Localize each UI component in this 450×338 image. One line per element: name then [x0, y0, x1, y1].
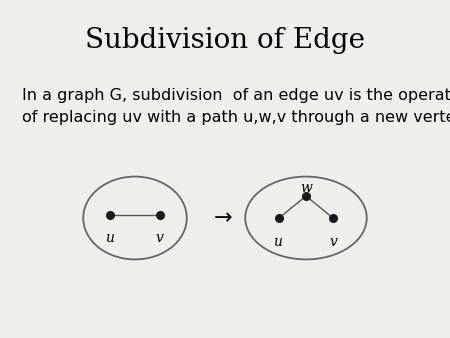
Text: u: u: [273, 235, 282, 249]
Text: u: u: [105, 231, 114, 245]
Text: Subdivision of Edge: Subdivision of Edge: [85, 27, 365, 54]
Text: w: w: [300, 180, 312, 195]
Text: v: v: [156, 231, 164, 245]
Text: In a graph G, subdivision  of an edge uv is the operation
of replacing uv with a: In a graph G, subdivision of an edge uv …: [22, 88, 450, 125]
Text: →: →: [213, 208, 232, 228]
Text: v: v: [330, 235, 338, 249]
